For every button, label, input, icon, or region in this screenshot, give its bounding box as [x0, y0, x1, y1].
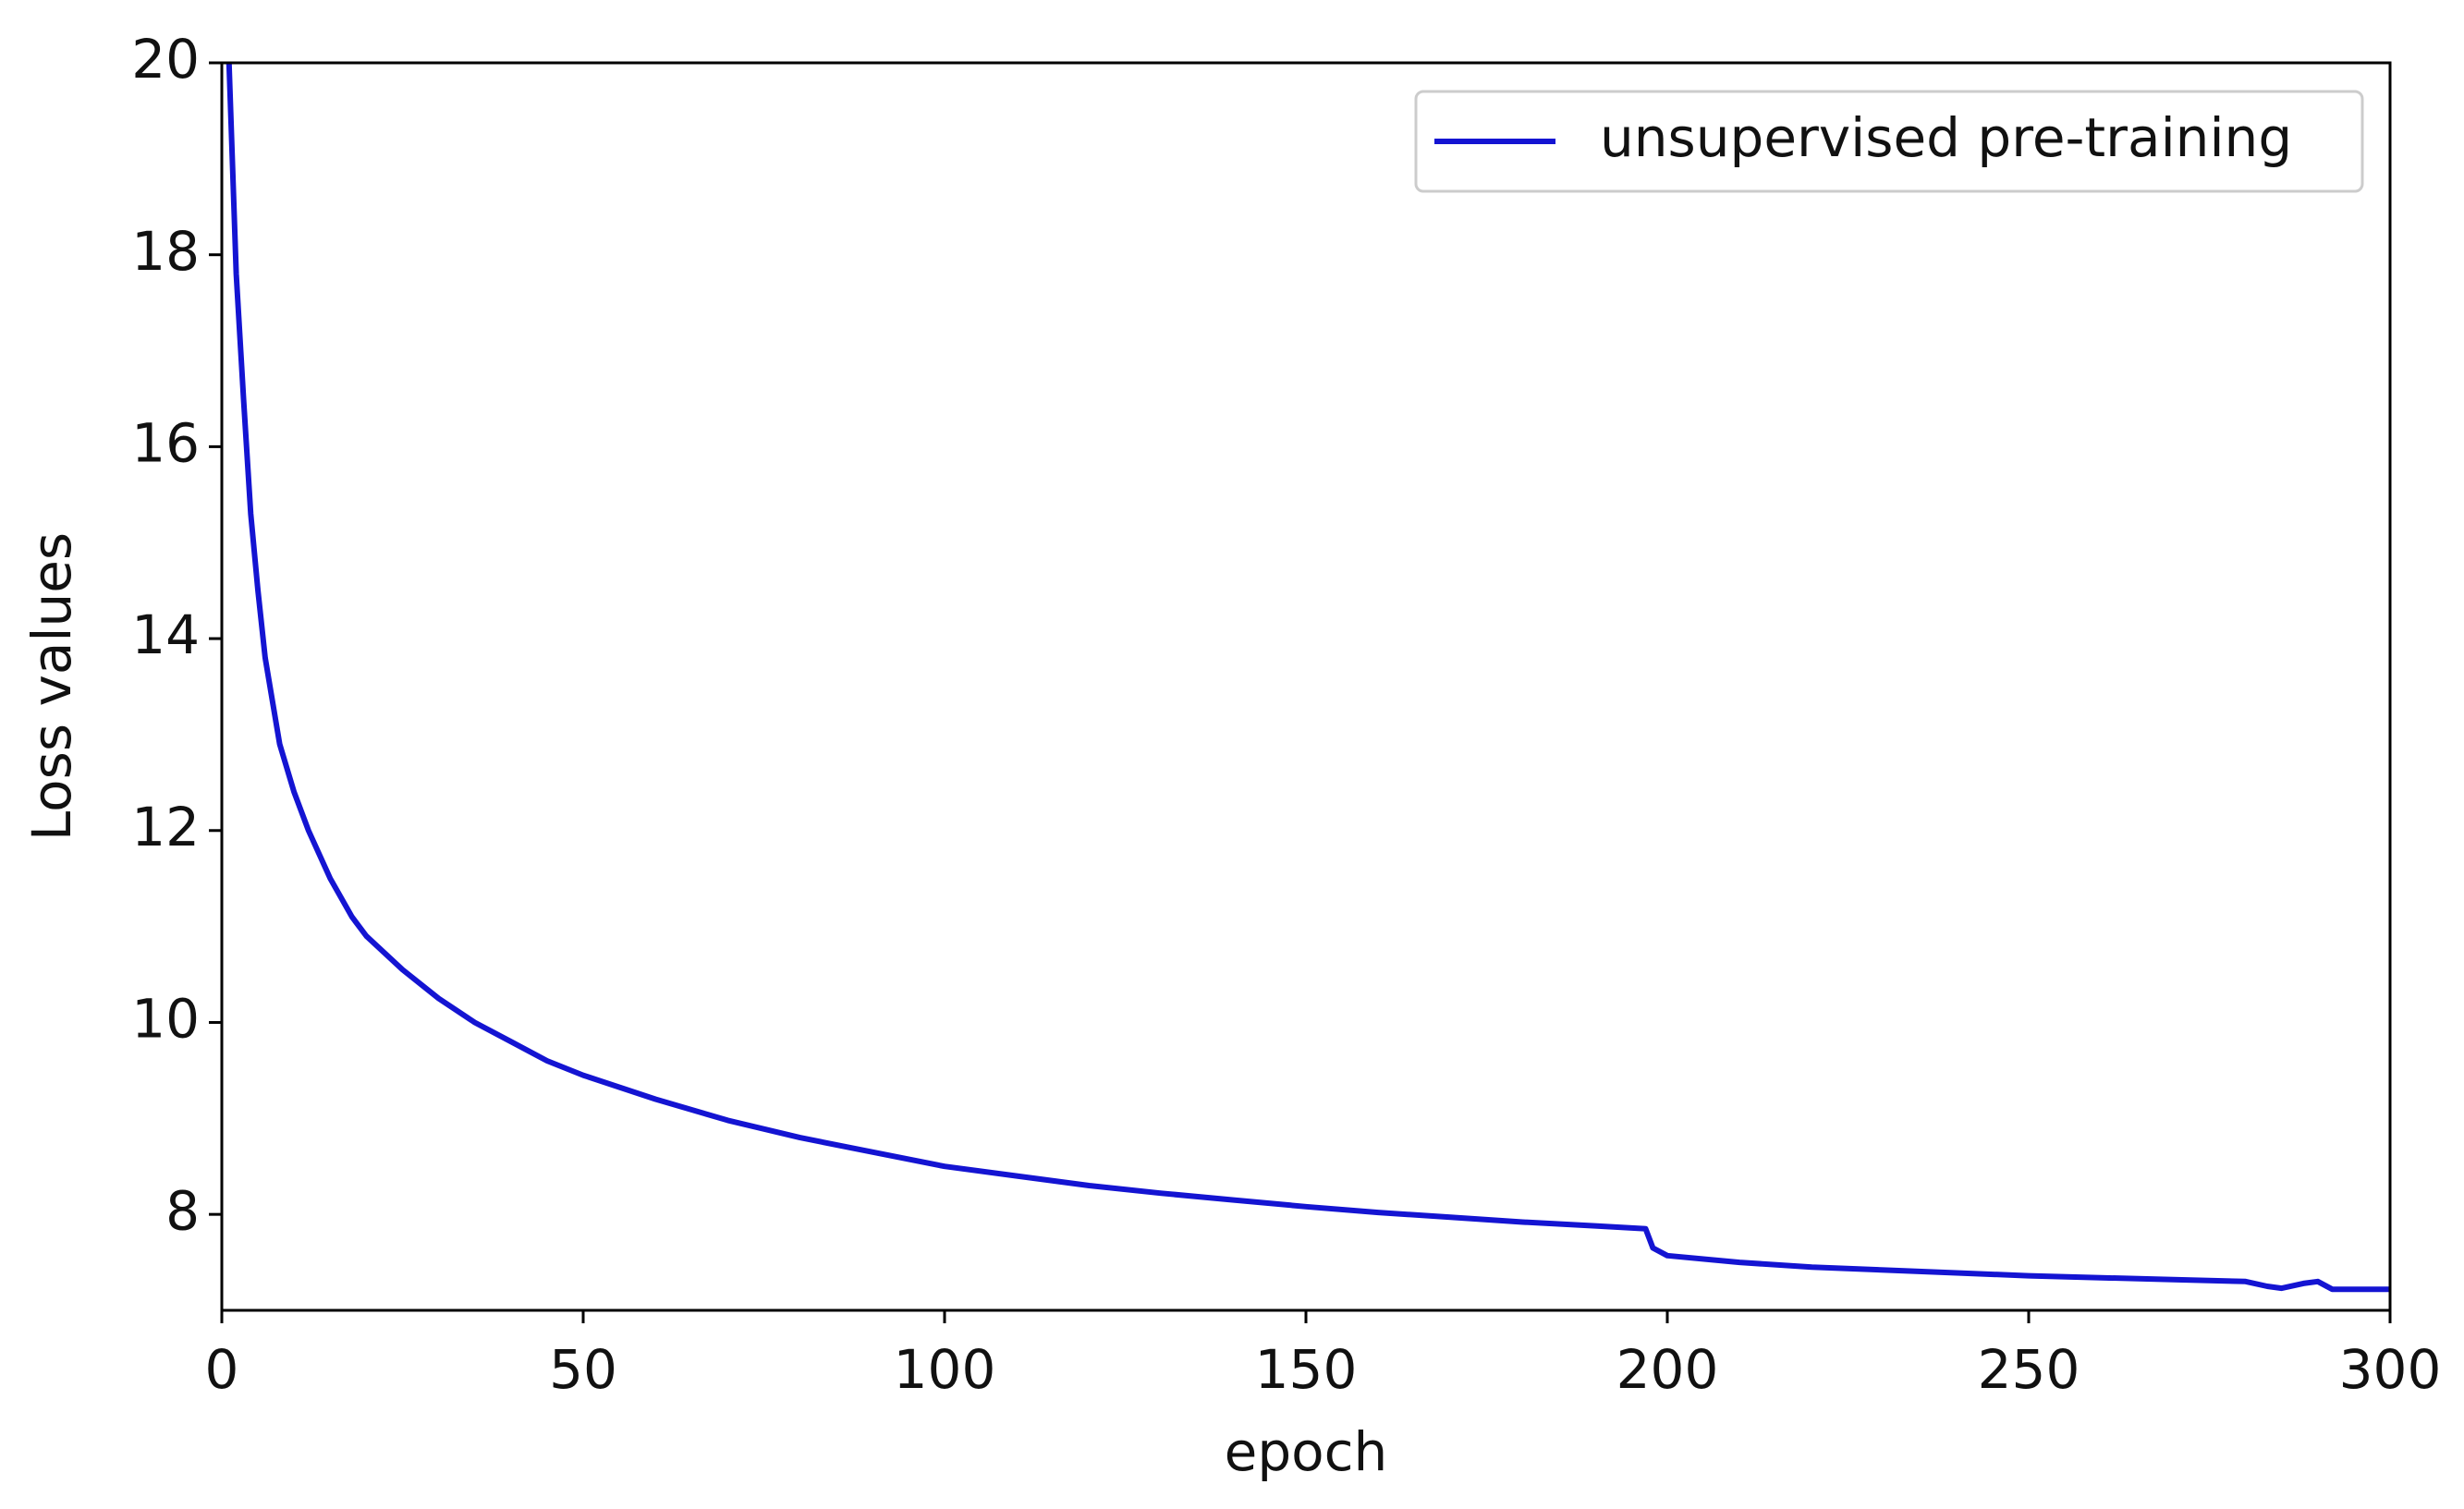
y-tick-label: 10: [131, 988, 200, 1051]
legend-label: unsupervised pre-training: [1600, 106, 2292, 169]
x-axis-label: epoch: [1225, 1420, 1388, 1483]
x-tick-label: 150: [1255, 1338, 1358, 1401]
y-tick-label: 20: [131, 28, 200, 91]
y-tick-label: 12: [131, 796, 200, 858]
y-tick-label: 16: [131, 411, 200, 474]
line-series: [226, 62, 2390, 1293]
x-tick-label: 300: [2339, 1338, 2442, 1401]
legend-box: [1414, 90, 2364, 193]
x-tick-label: 250: [1978, 1338, 2080, 1401]
y-tick-label: 8: [165, 1179, 200, 1242]
y-tick-label: 18: [131, 220, 200, 283]
y-tick-label: 14: [131, 603, 200, 666]
x-tick-label: 200: [1616, 1338, 1719, 1401]
x-tick-label: 50: [549, 1338, 617, 1401]
y-axis-label: Loss values: [20, 532, 83, 841]
x-tick-label: 100: [894, 1338, 996, 1401]
plot-frame: [220, 61, 2392, 1312]
x-tick-label: 0: [205, 1338, 239, 1401]
